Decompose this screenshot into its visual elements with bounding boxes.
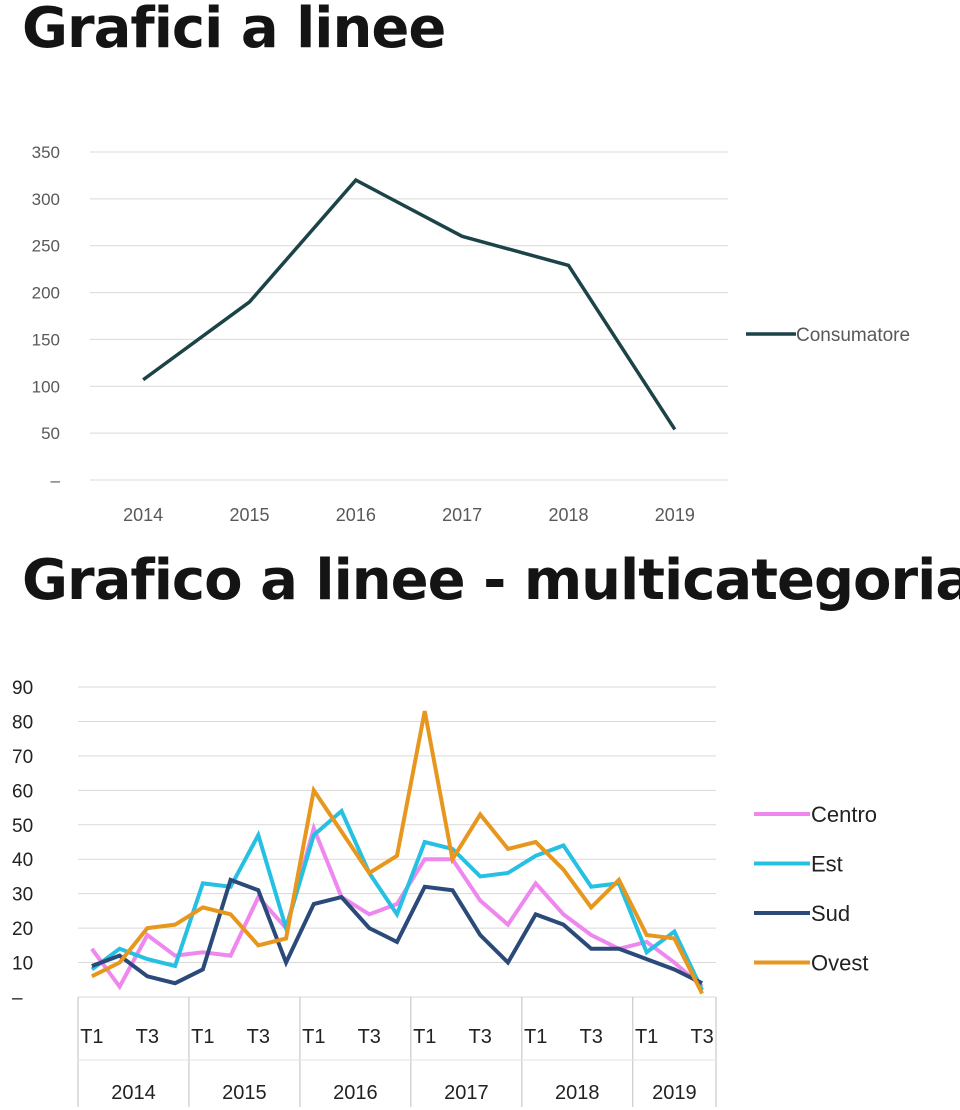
x-tick-label: T1	[413, 1026, 436, 1048]
x-tick-label: 2014	[123, 505, 163, 525]
y-tick-label: 30	[12, 885, 33, 906]
y-tick-label: –	[12, 988, 23, 1009]
legend-label: Centro	[811, 802, 877, 827]
consumer-line-chart: – 50 100 150 200 250 300 350 2014 2015 2016 2017 201…	[32, 143, 910, 525]
year-group-label: 2015	[222, 1082, 267, 1104]
x-tick-label: T1	[524, 1026, 547, 1048]
year-group-label: 2017	[444, 1082, 489, 1104]
y-tick-label: 20	[12, 919, 33, 940]
y-tick-label: 80	[12, 712, 33, 733]
x-tick-label: T3	[690, 1026, 713, 1048]
x-tick-label: T3	[136, 1026, 159, 1048]
series-line-centro	[90, 822, 704, 991]
year-group-label: 2016	[333, 1082, 378, 1104]
y-tick-label: 10	[12, 954, 33, 975]
legend-label: Ovest	[811, 951, 868, 976]
y-tick-label: 50	[12, 816, 33, 837]
y-tick-label: 250	[32, 237, 60, 256]
x-tick-label: T1	[635, 1026, 658, 1048]
y-tick-label: 40	[12, 850, 33, 871]
x-tick-label: 2015	[229, 505, 269, 525]
x-tick-label: 2017	[442, 505, 482, 525]
y-tick-label: 200	[32, 284, 60, 303]
legend-label: Sud	[811, 901, 850, 926]
x-tick-label: T3	[358, 1026, 381, 1048]
series-line-consumatore	[142, 177, 677, 431]
year-group-label: 2019	[652, 1082, 697, 1104]
y-tick-label: 70	[12, 747, 33, 768]
x-tick-label: 2016	[336, 505, 376, 525]
x-tick-label: 2019	[655, 505, 695, 525]
y-tick-label: 100	[32, 377, 60, 396]
series-line-sud	[91, 877, 704, 986]
x-tick-label: T1	[191, 1026, 214, 1048]
chart2-title: Grafico a linee - multicategoria	[22, 548, 960, 613]
legend-label: Consumatore	[796, 325, 910, 346]
y-tick-label: 350	[32, 143, 60, 162]
x-tick-label: T3	[469, 1026, 492, 1048]
x-tick-label: T1	[302, 1026, 325, 1048]
y-tick-label: 50	[41, 424, 60, 443]
year-group-label: 2014	[111, 1082, 156, 1104]
y-tick-label: 60	[12, 781, 33, 802]
y-tick-label: 150	[32, 330, 60, 349]
y-tick-label: –	[51, 471, 61, 490]
chart1-title: Grafici a linee	[22, 0, 446, 61]
x-tick-label: 2018	[548, 505, 588, 525]
year-group-label: 2018	[555, 1082, 600, 1104]
y-tick-label: 300	[32, 190, 60, 209]
series-line-ovest	[90, 710, 704, 995]
x-tick-label: T3	[580, 1026, 603, 1048]
x-tick-label: T3	[247, 1026, 270, 1048]
x-tick-label: T1	[80, 1026, 103, 1048]
y-tick-label: 90	[12, 678, 33, 699]
legend-label: Est	[811, 852, 843, 877]
